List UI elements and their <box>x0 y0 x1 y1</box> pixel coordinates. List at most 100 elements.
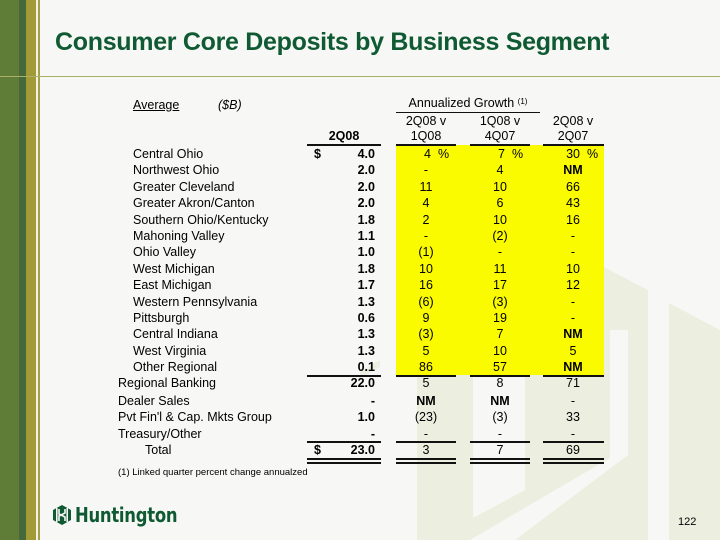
row-g1: 16 <box>419 278 433 293</box>
row-g2-percent: % <box>512 147 524 161</box>
row-g2: 7 <box>496 327 504 342</box>
sidebar-stripe-green <box>0 0 19 540</box>
row-value: 1.3 <box>357 327 375 342</box>
double-rule-a-col2 <box>470 458 530 460</box>
row-g1: - <box>423 229 429 243</box>
row-g1: 5 <box>422 343 430 358</box>
row-label: Southern Ohio/Kentucky <box>133 212 269 227</box>
summary-g3: 71 <box>566 376 580 390</box>
summary-label: Regional Banking <box>118 376 216 390</box>
row-label: Greater Cleveland <box>133 179 235 194</box>
double-rule-a-col3 <box>543 458 604 460</box>
row-g3: - <box>570 229 576 243</box>
summary-label: Pvt Fin'l & Cap. Mkts Group <box>118 410 272 424</box>
row-label: Mahoning Valley <box>133 229 225 243</box>
row-g2: 57 <box>493 360 507 375</box>
total-label: Total <box>145 443 172 457</box>
huntington-logo: Huntington <box>53 503 200 527</box>
col3-header-line2: 2Q07 <box>557 129 589 143</box>
annualized-growth-label: Annualized Growth <box>408 96 515 110</box>
row-g2: (2) <box>492 229 508 243</box>
summary-value: - <box>370 393 375 408</box>
row-g2: (3) <box>492 294 508 309</box>
row-g1: 86 <box>419 360 433 375</box>
row-g3: NM <box>563 327 583 342</box>
row-g2: 4 <box>496 163 504 178</box>
row-g3: 66 <box>566 179 580 194</box>
slide-title: Consumer Core Deposits by Business Segme… <box>55 28 610 56</box>
summary-value: - <box>370 426 375 441</box>
double-rule-a-col0 <box>307 458 381 460</box>
col1-header-line2: 1Q08 <box>410 129 442 143</box>
summary-g3: - <box>570 393 576 408</box>
row-g3-percent: % <box>587 147 599 161</box>
total-currency: $ <box>314 443 321 457</box>
row-g1: (3) <box>418 327 434 342</box>
col2-header-line2: 4Q07 <box>484 129 516 143</box>
row-label: Central Indiana <box>133 327 218 342</box>
sidebar-stripe-dark <box>19 0 26 540</box>
row-g3: 5 <box>569 343 577 358</box>
summary-g3: - <box>570 426 576 441</box>
row-value: 1.3 <box>357 343 375 358</box>
row-g1-percent: % <box>438 147 450 161</box>
row-g3: 30 <box>566 147 580 161</box>
double-rule-a-col1 <box>396 458 456 460</box>
total-value: 23.0 <box>350 443 375 457</box>
row-value: 4.0 <box>357 147 375 161</box>
row-currency: $ <box>314 147 321 161</box>
highlight-region <box>396 145 604 375</box>
row-g3: - <box>570 294 576 309</box>
page-number: 122 <box>678 516 697 528</box>
row-g3: 43 <box>566 196 580 211</box>
subtotal-rule-col3 <box>543 375 604 377</box>
col3-header-line1: 2Q08 v <box>552 114 594 128</box>
summary-g3: 33 <box>566 410 580 424</box>
row-g1: 9 <box>422 311 430 325</box>
subtotal-rule-col2 <box>470 375 530 377</box>
sidebar-stripe-olive <box>26 0 36 540</box>
row-g2: 10 <box>493 343 507 358</box>
summary-value: 22.0 <box>350 376 375 390</box>
row-g2: - <box>497 245 503 260</box>
row-g2: 7 <box>498 147 505 161</box>
row-label: Northwest Ohio <box>133 163 220 178</box>
row-g2: 11 <box>493 261 507 276</box>
summary-g1: 5 <box>422 376 430 390</box>
row-g2: 10 <box>493 212 507 227</box>
header-rule-col0 <box>307 144 381 146</box>
row-label: West Virginia <box>133 343 207 358</box>
summary-g2: NM <box>490 393 510 408</box>
row-g3: 10 <box>566 261 580 276</box>
summary-label: Treasury/Other <box>118 426 202 441</box>
row-value: 1.8 <box>357 212 375 227</box>
title-divider <box>0 76 720 77</box>
subtotal-rule-col0 <box>307 375 381 377</box>
row-value: 1.3 <box>357 294 375 309</box>
header-rule-col2 <box>470 144 530 146</box>
total-g1: 3 <box>422 443 430 457</box>
row-g1: (6) <box>418 294 434 309</box>
row-label: Ohio Valley <box>133 245 196 260</box>
footnote: (1) Linked quarter percent change annual… <box>118 467 308 478</box>
summary-g1: (23) <box>414 410 438 424</box>
annualized-growth-header: Annualized Growth (1) <box>396 96 540 111</box>
group-header-rule <box>396 112 540 113</box>
average-label: Average <box>133 98 180 112</box>
col0-header: 2Q08 <box>328 129 360 143</box>
summary-g2: - <box>497 426 503 441</box>
summary-value: 1.0 <box>357 410 375 424</box>
row-g1: 2 <box>422 212 430 227</box>
row-g2: 6 <box>496 196 504 211</box>
huntington-logo-icon <box>53 505 71 525</box>
row-g3: - <box>570 245 576 260</box>
row-g3: NM <box>563 360 583 375</box>
row-value: 1.7 <box>357 278 375 293</box>
header-rule-col1 <box>396 144 456 146</box>
summary-label: Dealer Sales <box>118 393 190 408</box>
row-g1: (1) <box>418 245 434 260</box>
row-g2: 19 <box>493 311 507 325</box>
subtotal-rule-col1 <box>396 375 456 377</box>
total-g2: 7 <box>496 443 504 457</box>
row-g3: NM <box>563 163 583 178</box>
